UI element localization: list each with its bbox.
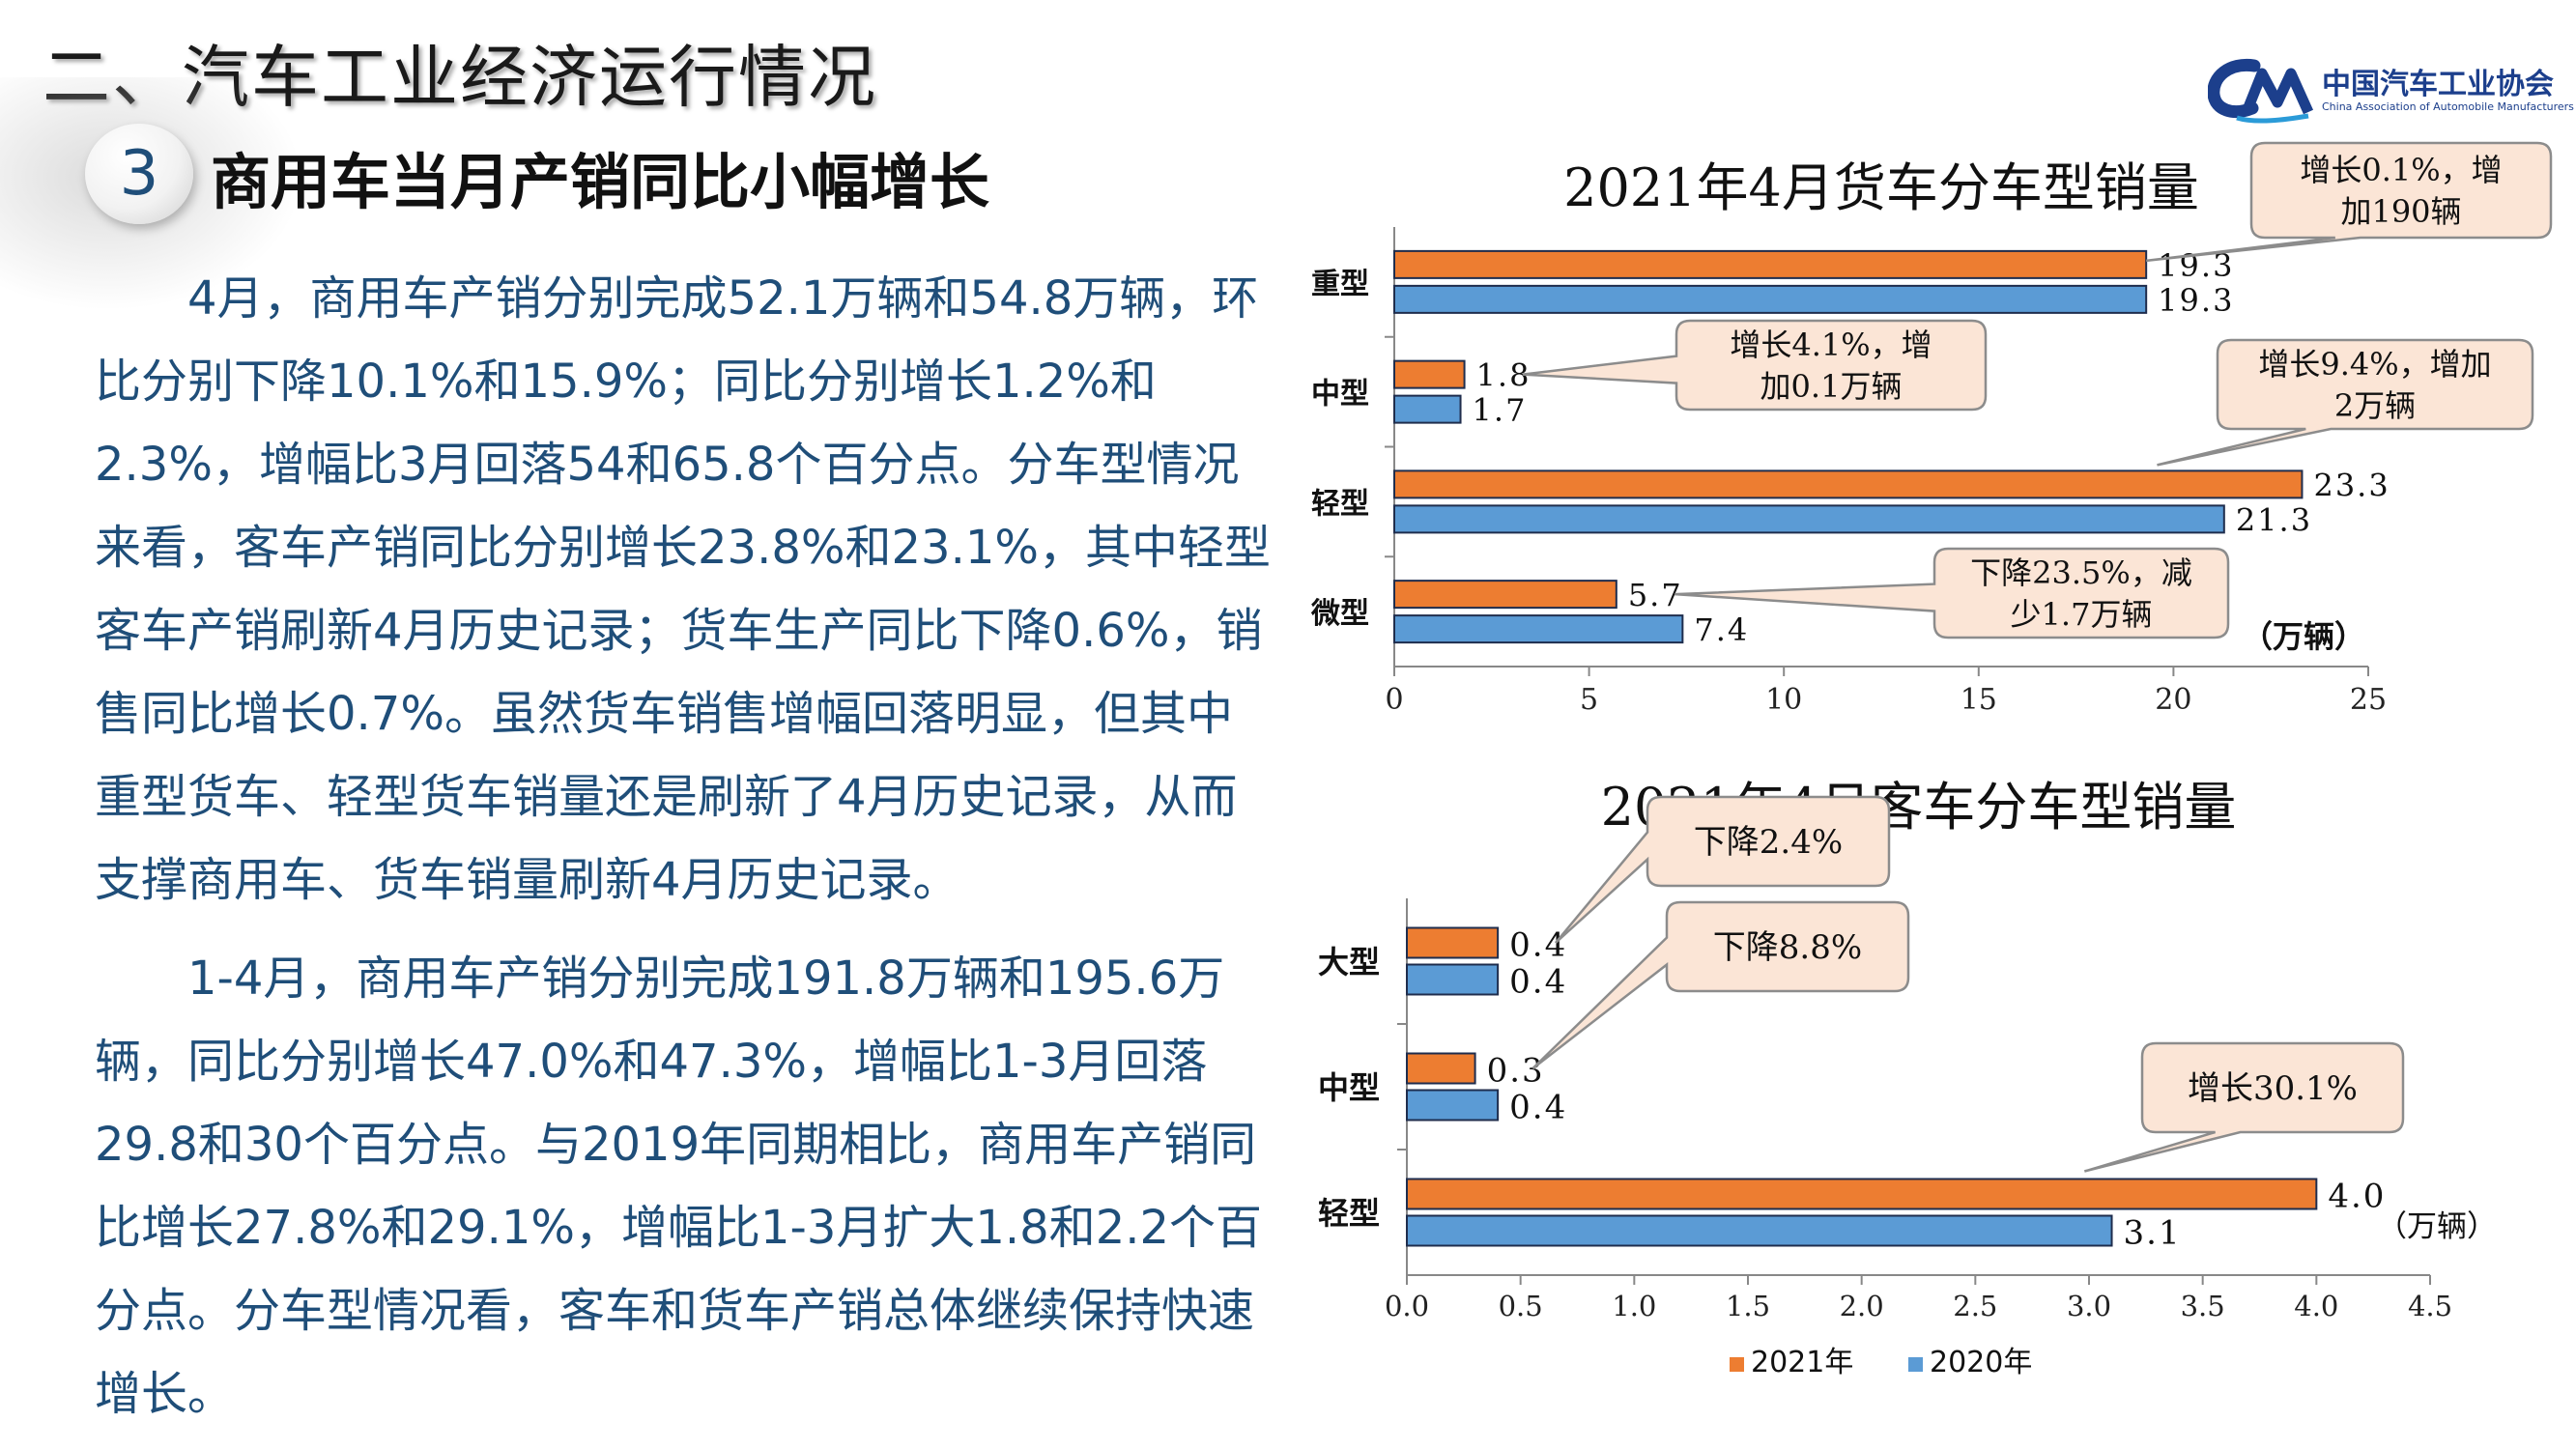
bar-2021 <box>1393 469 2304 499</box>
unit-label: （万辆） <box>2377 1209 2497 1244</box>
caam-logo-icon <box>2207 58 2314 124</box>
x-tick-label: 3.0 <box>2067 1290 2111 1322</box>
legend-label: 2021年 <box>1751 1346 1853 1379</box>
callout-text: 下降8.8% <box>1713 928 1862 967</box>
x-tick-label: 1.0 <box>1612 1290 1656 1322</box>
callout-text: 加190辆 <box>2340 193 2461 230</box>
unit-label: （万辆） <box>2242 618 2365 655</box>
bar-2020 <box>1406 963 1500 996</box>
bar-2021 <box>1406 1052 1476 1085</box>
bar-2020 <box>1393 284 2148 314</box>
data-label: 23.3 <box>2313 467 2390 503</box>
category-label: 中型 <box>1318 1069 1380 1106</box>
data-label: 7.4 <box>1694 611 1749 648</box>
callout-text: 增长30.1% <box>2188 1069 2358 1108</box>
bar-2020 <box>1406 1089 1500 1122</box>
callout-text: 下降2.4% <box>1694 823 1843 862</box>
bar-2020 <box>1393 394 1462 424</box>
callout-text: 增长9.4%，增加 <box>2258 346 2491 383</box>
x-tick-label: 4.0 <box>2294 1290 2338 1322</box>
bar-2021 <box>1393 249 2148 279</box>
x-tick-label: 4.5 <box>2408 1290 2452 1322</box>
callout-text: 下降23.5%，减 <box>1970 554 2192 591</box>
legend-swatch <box>1908 1357 1923 1372</box>
callout-text: 2万辆 <box>2334 387 2416 424</box>
x-tick-label: 25 <box>2350 683 2387 717</box>
callout-bubble <box>1554 795 1891 944</box>
callout-text: 增长4.1%，增 <box>1730 327 1932 363</box>
category-label: 中型 <box>1311 378 1369 412</box>
bar-2021 <box>1406 1178 2318 1210</box>
x-tick-label: 0.5 <box>1499 1290 1543 1322</box>
category-label: 重型 <box>1311 268 1369 301</box>
bar-2020 <box>1406 1214 2113 1247</box>
x-tick-label: 15 <box>1961 683 1997 717</box>
callout-bubble <box>1531 900 1910 1069</box>
x-tick-label: 0.0 <box>1385 1290 1429 1322</box>
data-label: 1.8 <box>1476 357 1531 394</box>
data-label: 4.0 <box>2328 1178 2386 1216</box>
category-label: 微型 <box>1310 597 1369 631</box>
callout-text: 加0.1万辆 <box>1760 368 1903 405</box>
x-tick-label: 1.5 <box>1726 1290 1770 1322</box>
category-label: 轻型 <box>1318 1195 1380 1232</box>
data-label: 1.7 <box>1473 392 1528 429</box>
truck-sales-chart: 2021年4月货车分车型销量 0 5 10 15 20 25 （万辆） 重型 19.3 19.3 中型… <box>1285 135 2570 739</box>
chart-title: 2021年4月货车分车型销量 <box>1563 157 2199 218</box>
callout-bubble <box>1674 547 2230 639</box>
category-label: 大型 <box>1318 944 1380 980</box>
data-label: 3.1 <box>2124 1214 2182 1253</box>
paragraph-1: 4月，商用车产销分别完成52.1万辆和54.8万辆，环比分别下降10.1%和15… <box>95 271 1271 907</box>
callout-text: 少1.7万辆 <box>2011 596 2153 633</box>
logo-chinese-name: 中国汽车工业协会 <box>2322 68 2554 101</box>
x-tick-label: 2.5 <box>1953 1290 1997 1322</box>
callout-bubble <box>1522 319 1988 412</box>
bar-2020 <box>1393 614 1684 644</box>
callout-bubble <box>2083 1041 2405 1173</box>
subtitle: 商用车当月产销同比小幅增长 <box>211 147 990 217</box>
legend-swatch <box>1730 1357 1744 1372</box>
paragraph-2: 1-4月，商用车产销分别完成191.8万辆和195.6万辆，同比分别增长47.0… <box>95 952 1263 1421</box>
x-tick-label: 20 <box>2155 683 2191 717</box>
data-label: 0.3 <box>1487 1052 1545 1091</box>
x-tick-label: 10 <box>1765 683 1802 717</box>
bar-2021 <box>1406 926 1500 959</box>
logo-english-name: China Association of Automobile Manufact… <box>2322 100 2574 113</box>
callout-text: 增长0.1%，增 <box>2300 152 2502 188</box>
bus-sales-chart: 2021年4月客车分车型销量 0.0 0.5 1.0 1.5 2.0 2.5 3.0 3.5 4.… <box>1285 763 2570 1449</box>
x-tick-label: 3.5 <box>2181 1290 2225 1322</box>
logo: 中国汽车工业协会 China Association of Automobile… <box>2207 56 2574 126</box>
data-label: 0.4 <box>1509 963 1567 1002</box>
category-label: 轻型 <box>1311 487 1369 521</box>
data-label: 21.3 <box>2236 501 2312 538</box>
x-tick-label: 2.0 <box>1840 1290 1884 1322</box>
bar-2020 <box>1393 504 2225 534</box>
bar-2021 <box>1393 359 1466 389</box>
data-label: 19.3 <box>2158 282 2234 319</box>
x-tick-label: 5 <box>1580 683 1598 717</box>
callout-bubble <box>2146 141 2553 263</box>
x-tick-label: 0 <box>1385 683 1403 717</box>
callout-bubble <box>2157 338 2534 467</box>
section-number-badge: 3 <box>85 124 193 224</box>
data-label: 5.7 <box>1628 577 1683 613</box>
bar-2021 <box>1393 580 1617 610</box>
data-label: 0.4 <box>1509 1089 1567 1127</box>
data-label: 0.4 <box>1509 926 1567 965</box>
legend-label: 2020年 <box>1930 1346 2032 1379</box>
